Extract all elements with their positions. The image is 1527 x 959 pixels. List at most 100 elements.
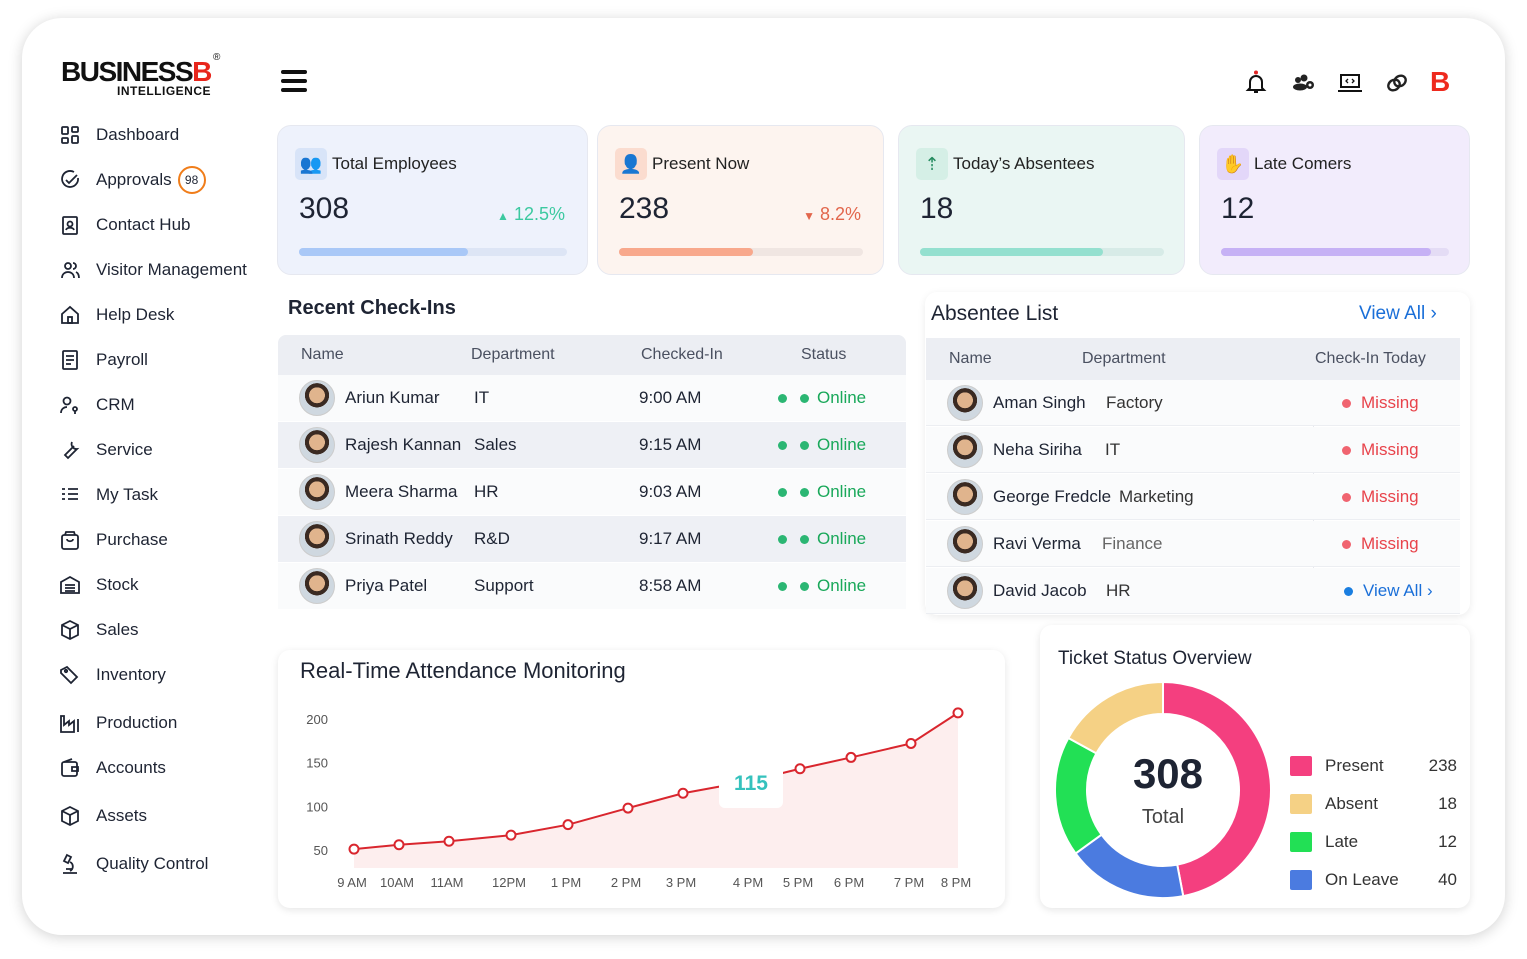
x-tick-label: 8 PM (941, 875, 971, 890)
sidebar-item-accounts[interactable]: Accounts (58, 756, 166, 780)
stat-card-today-s-absentees[interactable]: ⇡ Today’s Absentees 18 (898, 125, 1185, 275)
absentee-row[interactable]: George Fredcle Marketing Missing (926, 474, 1460, 520)
sidebar-item-assets[interactable]: Assets (58, 804, 147, 828)
employee-name: George Fredcle (993, 486, 1112, 506)
person-icon: 👤 (615, 148, 647, 180)
data-point[interactable] (677, 787, 689, 799)
checkin-row[interactable]: Srinath Reddy R&D 9:17 AM Online (278, 516, 906, 562)
wrench-icon (63, 441, 80, 460)
y-tick-label: 100 (306, 799, 328, 814)
col-department: Department (1082, 350, 1166, 367)
stat-card-late-comers[interactable]: ✋ Late Comers 12 (1199, 125, 1470, 275)
status-badge: Online (800, 482, 866, 502)
absentee-view-all-link[interactable]: View All › (1359, 303, 1437, 325)
status-text: Missing (1361, 439, 1419, 459)
sidebar-item-purchase[interactable]: Purchase (58, 528, 168, 552)
donut-slice-on-leave[interactable] (1074, 833, 1185, 899)
recent-checkins-title: Recent Check-Ins (288, 297, 456, 319)
grid-icon (61, 126, 79, 144)
data-point[interactable] (443, 835, 455, 847)
y-tick-label: 150 (306, 756, 328, 771)
laptop-code-icon[interactable] (1337, 70, 1363, 96)
sidebar-item-payroll[interactable]: Payroll (58, 348, 148, 372)
absentee-row[interactable]: Aman Singh Factory Missing (926, 380, 1460, 426)
ticket-status-donut (1054, 680, 1272, 899)
online-dot-icon (800, 394, 809, 403)
data-point[interactable] (845, 751, 857, 763)
tags-icon (60, 665, 79, 685)
stat-progress-bar (920, 248, 1164, 256)
department: R&D (474, 529, 510, 548)
legend-item: Absent 18 (1290, 793, 1457, 815)
brand-b-icon[interactable]: B (1430, 66, 1451, 97)
shopping-bag-icon (61, 531, 79, 550)
sidebar-item-inventory[interactable]: Inventory (58, 663, 166, 687)
avatar (947, 573, 983, 609)
stat-card-total-employees[interactable]: 👥 Total Employees 308 ▲ 12.5% (277, 125, 588, 275)
absentee-row[interactable]: Neha Siriha IT Missing (926, 427, 1460, 473)
employee-name: Rajesh Kannan (345, 435, 462, 454)
status-text: Missing (1361, 533, 1419, 553)
menu-toggle-icon[interactable] (281, 70, 307, 92)
data-point[interactable] (562, 819, 574, 831)
donut-slice-absent[interactable] (1067, 680, 1164, 755)
avatar (299, 380, 335, 416)
sidebar-item-quality-control[interactable]: Quality Control (58, 852, 208, 876)
status-badge: Missing (1342, 534, 1419, 554)
sidebar-item-sales[interactable]: Sales (58, 618, 139, 642)
employee-name: Neha Siriha (993, 439, 1082, 459)
sidebar-item-label: Sales (96, 620, 139, 639)
sidebar-item-help-desk[interactable]: Help Desk (58, 303, 174, 327)
checkin-row[interactable]: Ariun Kumar IT 9:00 AM Online (278, 375, 906, 421)
checkin-row[interactable]: Priya Patel Support 8:58 AM Online (278, 563, 906, 609)
department: Finance (1102, 533, 1163, 553)
link-icon[interactable] (1384, 70, 1410, 96)
donut-slice-late[interactable] (1054, 736, 1103, 855)
sidebar-item-approvals[interactable]: Approvals 98 (58, 166, 206, 194)
data-point[interactable] (348, 843, 360, 855)
sidebar-item-my-task[interactable]: My Task (58, 483, 158, 507)
brand-logo[interactable]: BUSINESSB INTELLIGENCE ® (61, 52, 220, 98)
stat-progress-fill (920, 248, 1103, 256)
absentee-row[interactable]: Ravi Verma Finance Missing (926, 521, 1460, 567)
donut-center-label: Total (1141, 806, 1185, 828)
stat-card-present-now[interactable]: 👤 Present Now 238 ▼ 8.2% (597, 125, 884, 275)
status-text: Online (817, 435, 867, 454)
x-tick-label: 3 PM (666, 875, 696, 890)
sidebar-item-service[interactable]: Service (58, 438, 153, 462)
legend-value: 12 (1438, 832, 1457, 851)
home-icon (61, 305, 79, 324)
department: HR (1106, 580, 1131, 600)
status-dot-icon (1342, 492, 1351, 502)
data-point[interactable] (622, 802, 634, 814)
status-text: View All (1363, 580, 1423, 600)
data-point[interactable] (952, 707, 964, 719)
sidebar-item-production[interactable]: Production (58, 711, 177, 735)
checkin-row[interactable]: Rajesh Kannan Sales 9:15 AM Online (278, 422, 906, 468)
stat-label: Late Comers (1254, 154, 1352, 173)
sidebar-item-crm[interactable]: CRM (58, 393, 135, 417)
donut-slice-present[interactable] (1162, 680, 1272, 898)
sidebar-item-dashboard[interactable]: Dashboard (58, 123, 179, 147)
team-settings-icon[interactable] (1290, 70, 1316, 96)
x-tick-label: 6 PM (834, 875, 864, 890)
registered-mark: ® (213, 52, 220, 63)
absentee-row[interactable]: David Jacob HR View All › (926, 568, 1460, 614)
sidebar-item-visitor-management[interactable]: Visitor Management (58, 258, 247, 282)
data-point[interactable] (393, 839, 405, 851)
sidebar-item-label: Dashboard (96, 125, 180, 144)
department: Marketing (1119, 486, 1194, 506)
data-point[interactable] (905, 737, 917, 749)
checkin-row[interactable]: Meera Sharma HR 9:03 AM Online (278, 469, 906, 515)
sidebar-item-contact-hub[interactable]: Contact Hub (58, 213, 191, 237)
chevron-right-icon: › (1426, 580, 1433, 600)
data-point[interactable] (505, 829, 517, 841)
bell-icon[interactable] (1243, 70, 1269, 96)
stat-progress-fill (1221, 248, 1431, 256)
online-dot-icon (800, 535, 809, 544)
view-all-label: View All (1359, 303, 1426, 324)
view-all-link[interactable]: View All › (1344, 581, 1433, 601)
data-point[interactable] (794, 763, 806, 775)
sidebar-item-stock[interactable]: Stock (58, 573, 139, 597)
